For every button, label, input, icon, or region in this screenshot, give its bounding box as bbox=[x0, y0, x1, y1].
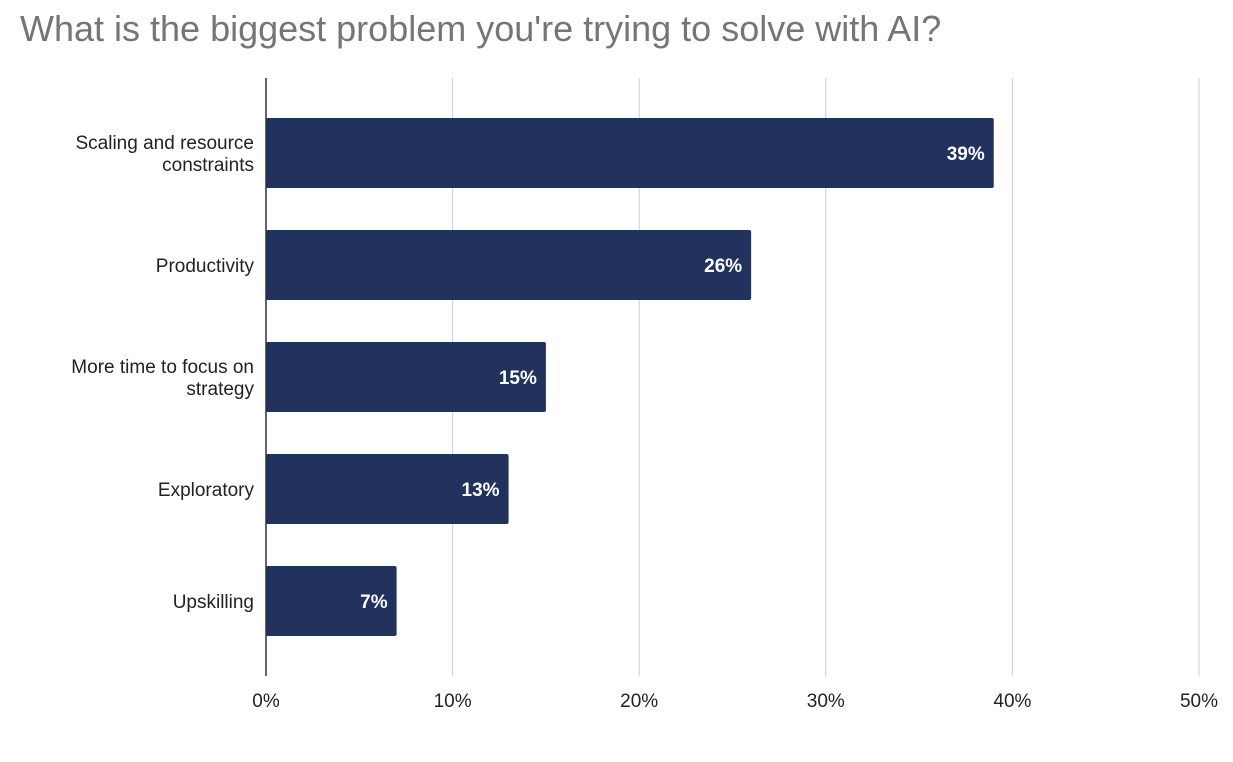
x-tick-label: 10% bbox=[434, 691, 472, 712]
x-tick-label: 50% bbox=[1180, 691, 1218, 712]
data-label: 39% bbox=[947, 144, 985, 165]
category-label: More time to focus on bbox=[71, 357, 254, 378]
data-label: 15% bbox=[499, 368, 537, 389]
bar bbox=[266, 118, 994, 188]
category-label: constraints bbox=[162, 155, 254, 176]
x-tick-label: 30% bbox=[807, 691, 845, 712]
bar bbox=[266, 566, 397, 636]
bars bbox=[266, 118, 994, 636]
x-tick-label: 40% bbox=[993, 691, 1031, 712]
x-tick-label: 0% bbox=[252, 691, 280, 712]
category-label: strategy bbox=[186, 379, 254, 400]
chart-title: What is the biggest problem you're tryin… bbox=[20, 8, 942, 49]
category-label: Exploratory bbox=[158, 480, 255, 501]
category-label: Upskilling bbox=[173, 592, 254, 613]
data-label: 13% bbox=[462, 480, 500, 501]
data-label: 26% bbox=[704, 256, 742, 277]
x-tick-label: 20% bbox=[620, 691, 658, 712]
labels: 0% 10% 20% 30% 40% 50% 39% Scaling and resource… bbox=[71, 133, 1218, 712]
bar bbox=[266, 454, 509, 524]
category-label: Productivity bbox=[156, 256, 255, 277]
data-label: 7% bbox=[360, 592, 388, 613]
bar bbox=[266, 230, 752, 300]
category-label: Scaling and resource bbox=[76, 133, 255, 154]
bar bbox=[266, 342, 546, 412]
